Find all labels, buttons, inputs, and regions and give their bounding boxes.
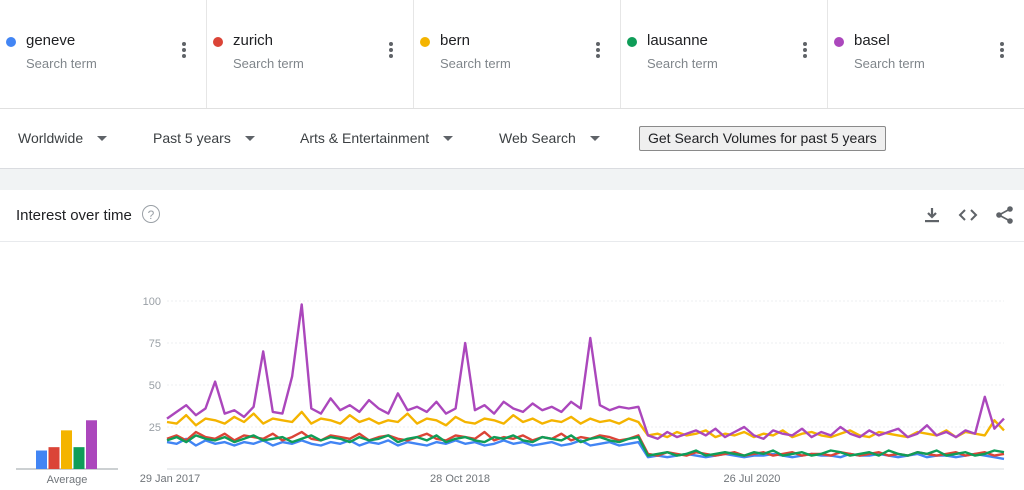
more-vert-icon[interactable] [182, 42, 186, 58]
dropdown-arrow-icon [244, 135, 255, 141]
search-term-type: Search term [854, 56, 925, 71]
section-separator [0, 169, 1024, 190]
interest-over-time-card [0, 190, 1024, 490]
search-term-name[interactable]: bern [440, 32, 471, 49]
series-color-dot [834, 37, 844, 47]
search-term-card-geneve[interactable]: geneve Search term [0, 0, 207, 108]
category-dropdown[interactable]: Arts & Entertainment [300, 130, 454, 146]
series-color-dot [420, 37, 430, 47]
search-term-type: Search term [26, 56, 97, 71]
search-term-card-lausanne[interactable]: lausanne Search term [621, 0, 828, 108]
search-term-name[interactable]: zurich [233, 32, 274, 49]
dropdown-arrow-icon [589, 135, 600, 141]
search-terms-bar: geneve Search term zurich Search term be… [0, 0, 1024, 109]
share-icon[interactable] [995, 205, 1015, 225]
time-range-label: Past 5 years [153, 130, 231, 146]
more-vert-icon[interactable] [1000, 42, 1004, 58]
embed-code-icon[interactable] [958, 205, 978, 225]
get-search-volumes-button[interactable]: Get Search Volumes for past 5 years [639, 126, 886, 151]
card-divider [0, 241, 1024, 242]
search-type-dropdown[interactable]: Web Search [499, 130, 600, 146]
search-term-card-bern[interactable]: bern Search term [414, 0, 621, 108]
region-label: Worldwide [18, 130, 84, 146]
help-icon[interactable]: ? [142, 205, 160, 223]
series-color-dot [627, 37, 637, 47]
search-term-name[interactable]: basel [854, 32, 890, 49]
search-term-name[interactable]: geneve [26, 32, 76, 49]
more-vert-icon[interactable] [389, 42, 393, 58]
more-vert-icon[interactable] [596, 42, 600, 58]
dropdown-arrow-icon [443, 135, 454, 141]
time-range-dropdown[interactable]: Past 5 years [153, 130, 255, 146]
filters-bar: Worldwide Past 5 years Arts & Entertainm… [0, 108, 1024, 169]
search-term-card-basel[interactable]: basel Search term [828, 0, 1024, 108]
series-color-dot [213, 37, 223, 47]
card-title: Interest over time [16, 207, 132, 224]
region-dropdown[interactable]: Worldwide [18, 130, 108, 146]
search-type-label: Web Search [499, 130, 576, 146]
search-term-name[interactable]: lausanne [647, 32, 708, 49]
search-term-type: Search term [647, 56, 718, 71]
dropdown-arrow-icon [97, 135, 108, 141]
series-color-dot [6, 37, 16, 47]
more-vert-icon[interactable] [803, 42, 807, 58]
search-term-type: Search term [233, 56, 304, 71]
category-label: Arts & Entertainment [300, 130, 430, 146]
search-term-type: Search term [440, 56, 511, 71]
search-term-card-zurich[interactable]: zurich Search term [207, 0, 414, 108]
download-icon[interactable] [922, 205, 942, 225]
